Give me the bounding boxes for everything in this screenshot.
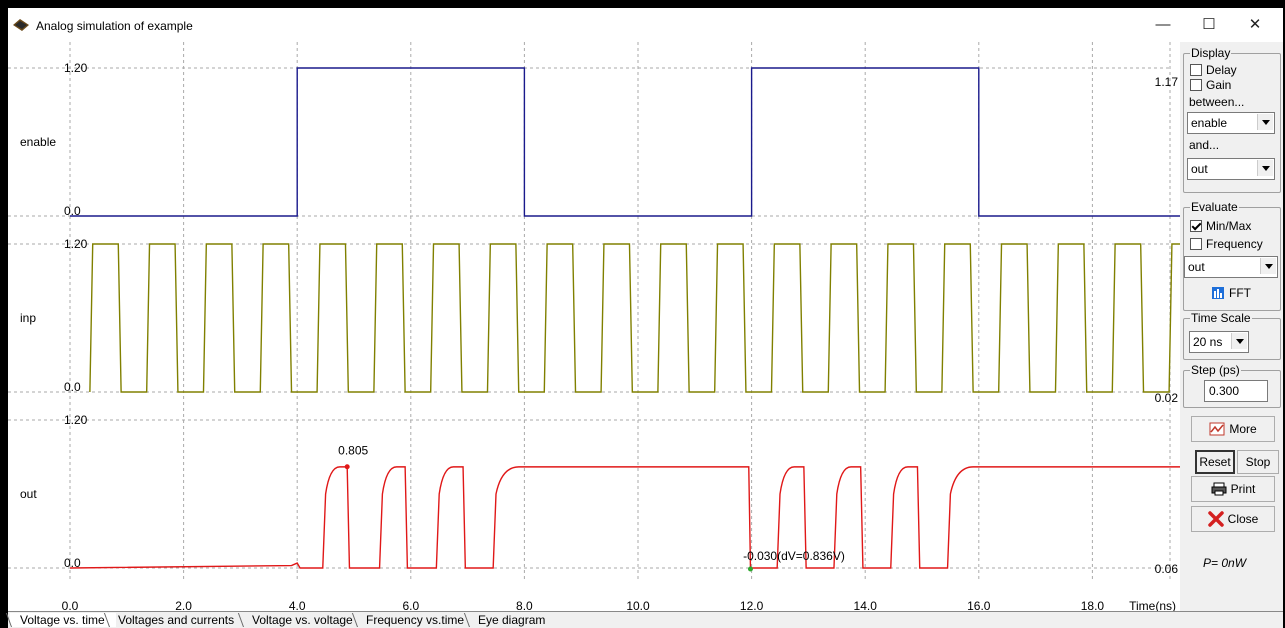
chevron-down-icon[interactable]: [1257, 160, 1273, 176]
delay-label: Delay: [1206, 63, 1237, 77]
waveform-plot[interactable]: 1.20 0.0 enable 1.20 0.0 inp 1.20 0.0 out 1.17 0.0…: [8, 42, 1180, 612]
gain-label: Gain: [1206, 78, 1232, 92]
evaluate-group-title: Evaluate: [1190, 200, 1239, 214]
reset-label: Reset: [1199, 455, 1231, 469]
maximize-button[interactable]: ☐: [1202, 16, 1216, 33]
inp-waveform: [89, 243, 1180, 393]
tab-voltages-and-currents[interactable]: Voltages and currents: [108, 613, 250, 627]
right-value-label: 0.02: [1155, 391, 1179, 405]
x-axis-label: Time(ns): [1129, 599, 1176, 612]
x-tick-label: 12.0: [740, 599, 764, 612]
y-bottom-label: 0.0: [64, 556, 81, 570]
minmax-label: Min/Max: [1206, 219, 1252, 233]
print-button[interactable]: Print: [1191, 476, 1275, 502]
x-tick-label: 0.0: [62, 599, 79, 612]
close-label: Close: [1227, 512, 1259, 526]
frequency-checkbox[interactable]: Frequency: [1190, 237, 1263, 251]
tab-eye-diagram[interactable]: Eye diagram: [468, 613, 562, 627]
display-group-title: Display: [1190, 46, 1232, 60]
y-bottom-label: 0.0: [64, 380, 81, 394]
right-value-label: 0.06: [1155, 562, 1179, 576]
more-label: More: [1229, 422, 1257, 436]
printer-icon: [1211, 482, 1227, 496]
simulation-window: Analog simulation of example — ☐ ✕ 1.20 0…: [8, 8, 1283, 628]
chevron-down-icon[interactable]: [1257, 114, 1273, 130]
tab-voltage-vs-time[interactable]: Voltage vs. time: [10, 613, 116, 627]
x-tick-label: 16.0: [967, 599, 991, 612]
close-x-icon: [1207, 511, 1224, 527]
frequency-label: Frequency: [1206, 237, 1263, 251]
fft-button[interactable]: FFT: [1204, 282, 1258, 304]
step-group: Step (ps) 0.300: [1183, 363, 1281, 408]
min-annotation-label: -0.030(dV=0.836V): [743, 549, 845, 563]
x-tick-label: 2.0: [175, 599, 192, 612]
timescale-group-title: Time Scale: [1190, 311, 1252, 325]
step-input[interactable]: 0.300: [1204, 380, 1268, 402]
stop-button[interactable]: Stop: [1237, 450, 1279, 474]
timescale-group: Time Scale 20 ns: [1183, 311, 1281, 360]
tab-bar: Voltage vs. time Voltages and currents V…: [8, 611, 1283, 628]
evaluate-signal-value: out: [1188, 260, 1205, 274]
step-value: 0.300: [1209, 384, 1240, 398]
fft-icon: [1212, 287, 1224, 299]
max-annotation-label: 0.805: [338, 444, 368, 458]
and-label: and...: [1189, 138, 1220, 152]
delay-checkbox-box[interactable]: [1190, 64, 1202, 76]
evaluate-group: Evaluate Min/Max Frequency out FFT: [1183, 200, 1281, 311]
signal-name-label: enable: [20, 135, 56, 149]
power-readout: P= 0nW: [1203, 556, 1247, 570]
control-panel: Display Delay Gain between... enable and…: [1180, 42, 1283, 612]
title-bar: Analog simulation of example — ☐ ✕: [8, 8, 1283, 42]
evaluate-signal-select[interactable]: out: [1184, 256, 1278, 278]
x-tick-label: 10.0: [626, 599, 650, 612]
minimize-button[interactable]: —: [1155, 16, 1171, 33]
step-group-title: Step (ps): [1190, 363, 1241, 377]
right-value-label: 1.17: [1155, 75, 1179, 89]
minmax-checkbox[interactable]: Min/Max: [1190, 219, 1251, 233]
x-tick-label: 14.0: [854, 599, 878, 612]
y-top-label: 1.20: [64, 61, 88, 75]
y-top-label: 1.20: [64, 237, 88, 251]
frequency-checkbox-box[interactable]: [1190, 238, 1202, 250]
y-top-label: 1.20: [64, 413, 88, 427]
enable-waveform: [70, 67, 1180, 217]
gain-checkbox[interactable]: Gain: [1190, 78, 1231, 92]
stop-label: Stop: [1245, 455, 1271, 469]
fft-label: FFT: [1229, 286, 1251, 300]
print-label: Print: [1230, 482, 1256, 496]
min-marker: [747, 566, 753, 572]
close-window-button[interactable]: ✕: [1248, 16, 1262, 33]
x-tick-label: 4.0: [289, 599, 306, 612]
reset-button[interactable]: Reset: [1195, 450, 1235, 474]
chevron-down-icon[interactable]: [1231, 333, 1247, 349]
signal-select-2[interactable]: out: [1187, 158, 1275, 180]
chart-icon: [1209, 422, 1225, 436]
signal-select-2-value: out: [1191, 162, 1208, 176]
chip-icon: [13, 19, 29, 31]
max-marker: [344, 464, 350, 470]
more-button[interactable]: More: [1191, 416, 1275, 442]
out-waveform: [69, 466, 1180, 569]
signal-name-label: inp: [20, 311, 36, 325]
gain-checkbox-box[interactable]: [1190, 79, 1202, 91]
x-tick-label: 8.0: [516, 599, 533, 612]
waveform-canvas: 1.20 0.0 enable 1.20 0.0 inp 1.20 0.0 out 1.17 0.0…: [8, 42, 1180, 612]
delay-checkbox[interactable]: Delay: [1190, 63, 1237, 77]
close-button[interactable]: Close: [1191, 506, 1275, 532]
signal-name-label: out: [20, 487, 37, 501]
signal-select-1-value: enable: [1191, 116, 1228, 130]
y-bottom-label: 0.0: [64, 204, 81, 218]
tab-frequency-vs-time[interactable]: Frequency vs.time: [356, 613, 476, 627]
signal-select-1[interactable]: enable: [1187, 112, 1275, 134]
x-tick-label: 6.0: [402, 599, 419, 612]
between-label: between...: [1189, 95, 1245, 109]
timescale-select[interactable]: 20 ns: [1189, 331, 1249, 353]
x-tick-label: 18.0: [1081, 599, 1105, 612]
tab-voltage-vs-voltage[interactable]: Voltage vs. voltage: [242, 613, 364, 627]
minmax-checkbox-box[interactable]: [1190, 220, 1202, 232]
window-title: Analog simulation of example: [36, 19, 193, 33]
display-group: Display Delay Gain between... enable and…: [1183, 46, 1281, 193]
chevron-down-icon[interactable]: [1260, 258, 1276, 274]
timescale-value: 20 ns: [1193, 335, 1223, 349]
